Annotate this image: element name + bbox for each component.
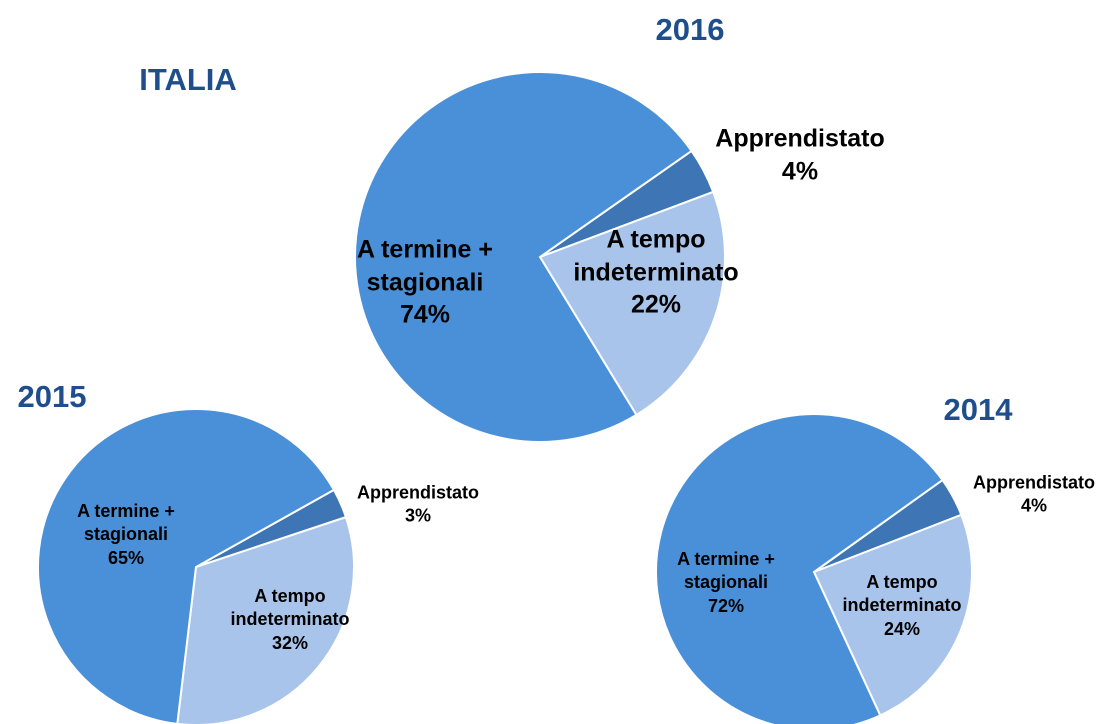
chart-title: 2016	[655, 12, 725, 47]
value-label: 72%	[707, 595, 745, 616]
category-label: A tempo indeterminato	[573, 225, 739, 286]
category-label: A tempo indeterminato	[230, 585, 350, 630]
value-label: 22%	[630, 290, 682, 319]
slice-label: A tempo indeterminato 24%	[840, 571, 964, 641]
slice-label: A tempo indeterminato 22%	[570, 223, 743, 321]
chart-title: 2015	[17, 379, 87, 414]
slice-label: A tempo indeterminato 32%	[228, 585, 352, 655]
value-label: 4%	[1020, 496, 1048, 516]
chart-title: 2014	[943, 392, 1013, 427]
value-label: 4%	[781, 157, 819, 185]
pie-slice	[538, 190, 726, 417]
value-label: 32%	[271, 632, 309, 653]
category-label: A termine + stagionali	[357, 235, 493, 296]
page-title: ITALIA	[139, 62, 237, 97]
slice-label: A termine + stagionali 65%	[75, 500, 178, 570]
value-label: 65%	[107, 547, 145, 568]
pie-slice	[812, 513, 973, 717]
category-label: A termine + stagionali	[677, 548, 775, 593]
slice-label: A termine + stagionali 74%	[354, 233, 497, 331]
category-label: A termine + stagionali	[77, 500, 175, 545]
slice-label: Apprendistato 3%	[357, 482, 479, 529]
slice-label: Apprendistato 4%	[715, 123, 884, 188]
pie-slice	[37, 408, 336, 724]
value-label: 24%	[883, 618, 921, 639]
slice-label: Apprendistato 4%	[973, 472, 1095, 519]
value-label: 3%	[404, 506, 432, 526]
pie-slice	[354, 71, 693, 443]
value-label: 74%	[399, 300, 451, 329]
category-label: A tempo indeterminato	[842, 571, 962, 616]
category-label: Apprendistato	[356, 482, 480, 503]
pie-slice	[655, 413, 944, 724]
category-label: Apprendistato	[972, 472, 1096, 493]
category-label: Apprendistato	[715, 124, 885, 153]
slice-label: A termine + stagionali 72%	[675, 548, 778, 618]
